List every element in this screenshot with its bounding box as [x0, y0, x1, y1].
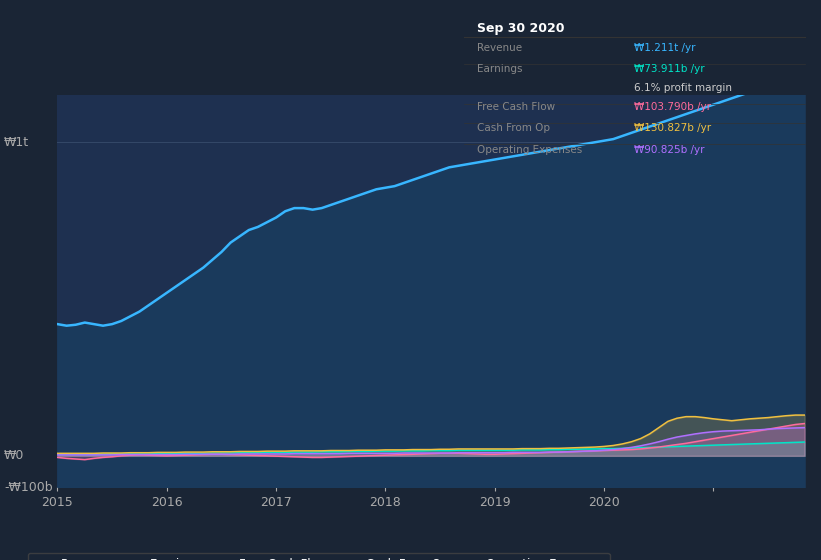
- Text: Revenue: Revenue: [478, 43, 523, 53]
- Text: Earnings: Earnings: [478, 64, 523, 74]
- Text: Operating Expenses: Operating Expenses: [478, 145, 583, 155]
- Legend: Revenue, Earnings, Free Cash Flow, Cash From Op, Operating Expenses: Revenue, Earnings, Free Cash Flow, Cash …: [28, 553, 610, 560]
- Text: ₩1.211t /yr: ₩1.211t /yr: [635, 43, 695, 53]
- Text: ₩90.825b /yr: ₩90.825b /yr: [635, 145, 704, 155]
- Text: -₩100b: -₩100b: [4, 480, 53, 494]
- Text: ₩103.790b /yr: ₩103.790b /yr: [635, 102, 711, 112]
- Text: Cash From Op: Cash From Op: [478, 123, 551, 133]
- Text: ₩0: ₩0: [4, 449, 25, 463]
- Text: 6.1% profit margin: 6.1% profit margin: [635, 83, 732, 93]
- Text: ₩1t: ₩1t: [4, 136, 30, 149]
- Text: Sep 30 2020: Sep 30 2020: [478, 22, 565, 35]
- Text: Free Cash Flow: Free Cash Flow: [478, 102, 556, 112]
- Text: ₩130.827b /yr: ₩130.827b /yr: [635, 123, 711, 133]
- Text: ₩73.911b /yr: ₩73.911b /yr: [635, 64, 705, 74]
